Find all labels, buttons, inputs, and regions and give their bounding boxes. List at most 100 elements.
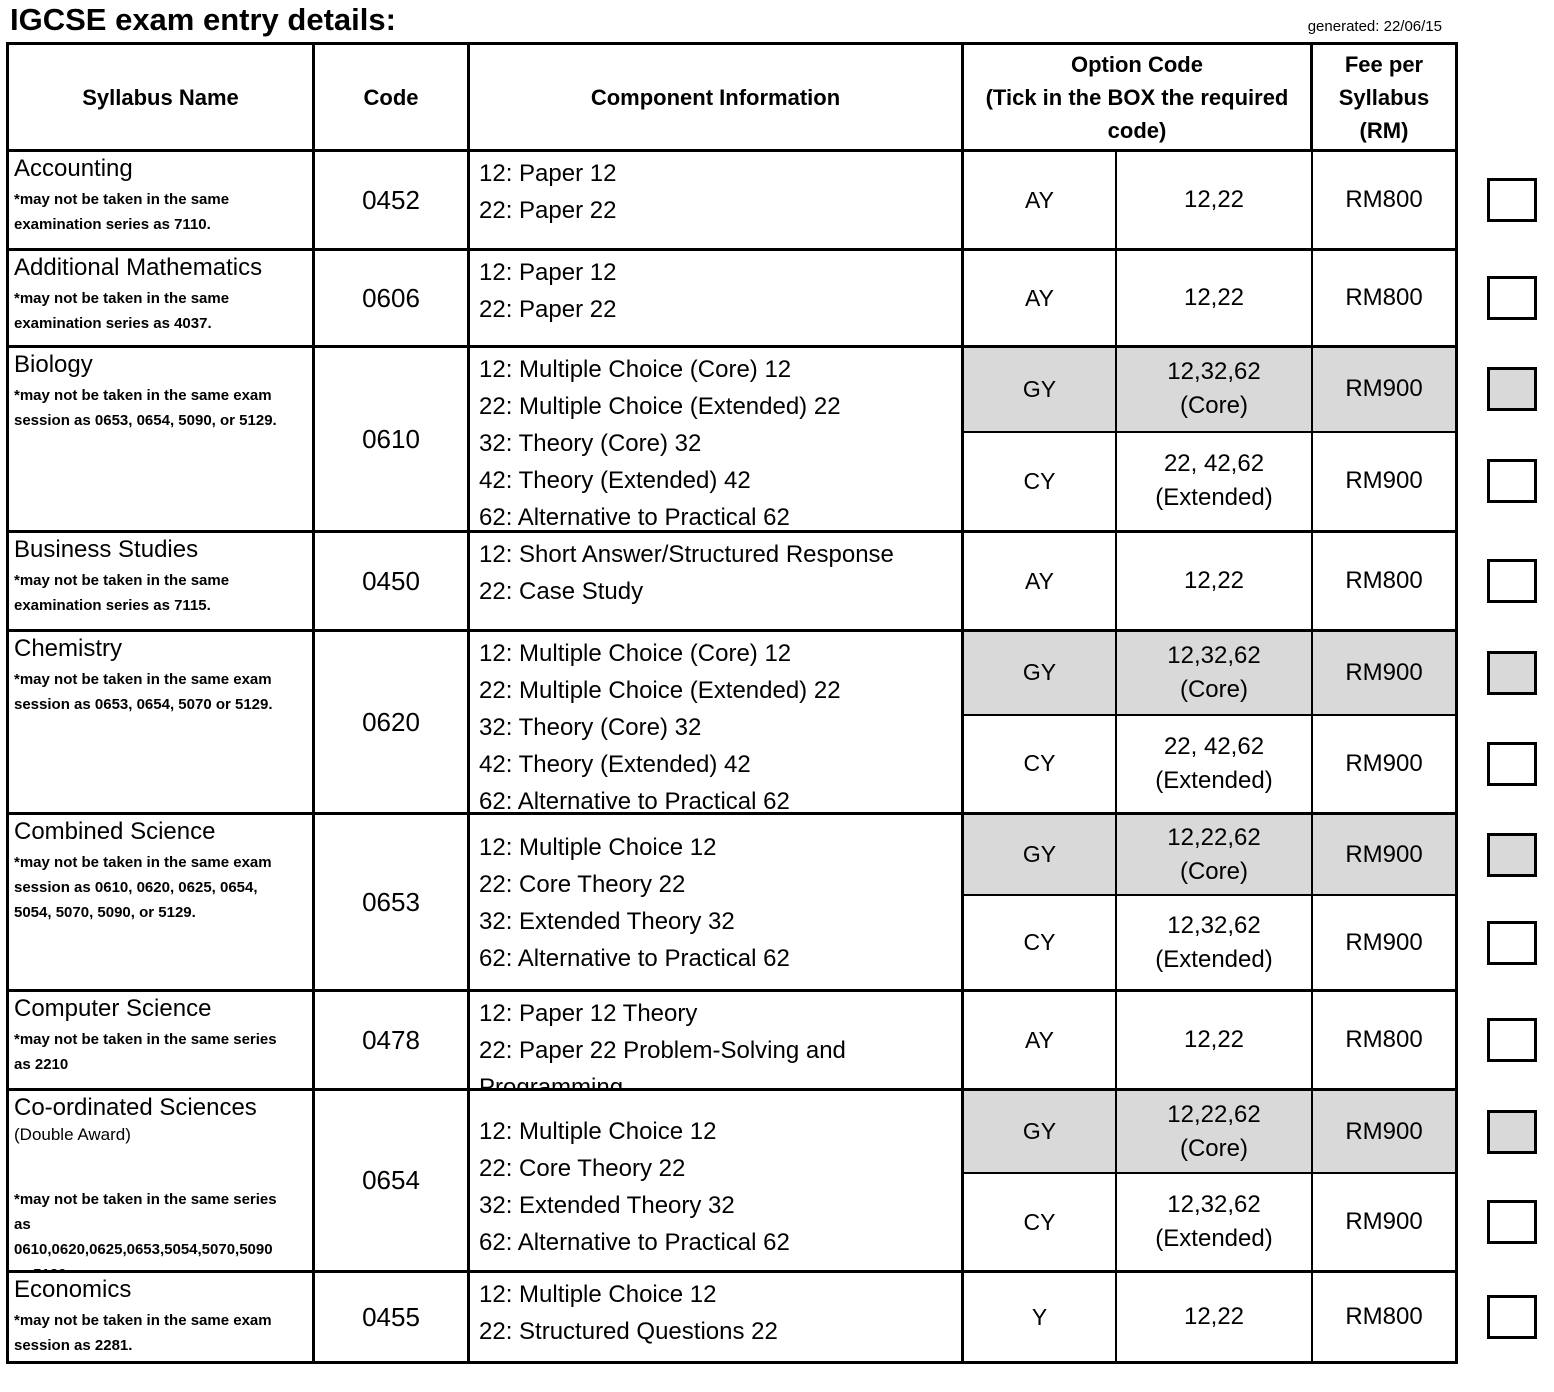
option-letter: AY <box>964 251 1117 345</box>
header-component-information: Component Information <box>470 45 964 149</box>
syllabus-cell: Computer Science *may not be taken in th… <box>9 992 315 1088</box>
row-accounting: Accounting *may not be taken in the same… <box>9 149 1537 248</box>
fee-cell: RM900 <box>1345 467 1423 495</box>
fee-cell: RM900 <box>1345 928 1423 956</box>
option-codes: 12,22 <box>1117 152 1313 248</box>
tick-checkbox-chemistry-extended[interactable] <box>1487 741 1537 786</box>
code-cell: 0455 <box>315 1273 470 1361</box>
option-codes: 12,32,62 (Extended) <box>1117 896 1313 989</box>
syllabus-note: *may not be taken in the same examinatio… <box>14 572 230 614</box>
option-letter: CY <box>964 1174 1117 1270</box>
fee-cell: RM900 <box>1313 632 1455 714</box>
component-cell: 12: Paper 12 Theory 22: Paper 22 Problem… <box>470 992 964 1088</box>
header-syllabus-name: Syllabus Name <box>9 45 315 149</box>
syllabus-note: *may not be taken in the same exam sessi… <box>14 854 272 921</box>
option-letter: CY <box>964 896 1117 989</box>
row-chemistry: Chemistry *may not be taken in the same … <box>9 629 1537 812</box>
component-cell: 12: Short Answer/Structured Response 22:… <box>470 533 964 629</box>
tick-checkbox-coordinated-sciences-core[interactable] <box>1487 1109 1537 1154</box>
syllabus-name: Accounting <box>14 155 133 182</box>
row-computer-science: Computer Science *may not be taken in th… <box>9 989 1537 1088</box>
option-codes: 22, 42,62 (Extended) <box>1117 715 1313 812</box>
component-cell: 12: Multiple Choice (Core) 12 22: Multip… <box>470 632 964 812</box>
option-codes: 12,22 <box>1117 533 1313 629</box>
option-letter: Y <box>964 1273 1117 1361</box>
syllabus-note: *may not be taken in the same series as … <box>14 1031 277 1073</box>
syllabus-name: Additional Mathematics <box>14 254 263 281</box>
code-cell: 0610 <box>315 348 470 530</box>
component-cell: 12: Multiple Choice (Core) 12 22: Multip… <box>470 348 964 530</box>
tick-checkbox-chemistry-core[interactable] <box>1487 650 1537 695</box>
option-letter: GY <box>964 1091 1117 1173</box>
syllabus-subtitle: (Double Award) <box>14 1125 131 1144</box>
tick-checkbox-biology-core[interactable] <box>1487 367 1537 412</box>
row-business-studies: Business Studies *may not be taken in th… <box>9 530 1537 629</box>
tick-checkbox-biology-extended[interactable] <box>1487 459 1537 504</box>
fee-cell: RM800 <box>1345 1303 1423 1330</box>
row-additional-mathematics: Additional Mathematics *may not be taken… <box>9 248 1537 345</box>
exam-entry-table: Syllabus Name Code Component Information… <box>6 42 1537 1364</box>
code-cell: 0620 <box>315 632 470 812</box>
syllabus-note: *may not be taken in the same examinatio… <box>14 191 230 233</box>
tick-checkbox-additional-mathematics[interactable] <box>1487 276 1537 320</box>
code-cell: 0653 <box>315 815 470 989</box>
tick-checkbox-combined-science-core[interactable] <box>1487 832 1537 877</box>
option-letter: AY <box>964 533 1117 629</box>
code-cell: 0654 <box>315 1091 470 1270</box>
syllabus-cell: Co-ordinated Sciences (Double Award) *ma… <box>9 1091 315 1270</box>
page-title: IGCSE exam entry details: <box>10 2 396 37</box>
tick-checkbox-computer-science[interactable] <box>1487 1018 1537 1062</box>
option-letter: CY <box>964 432 1117 530</box>
header-fee: Fee per Syllabus (RM) <box>1338 51 1430 143</box>
fee-cell: RM900 <box>1313 348 1455 431</box>
syllabus-name: Chemistry <box>14 635 123 662</box>
syllabus-note: *may not be taken in the same exam sessi… <box>14 1312 272 1354</box>
component-cell: 12: Multiple Choice 12 22: Core Theory 2… <box>470 1091 964 1270</box>
syllabus-cell: Accounting *may not be taken in the same… <box>9 152 315 248</box>
syllabus-name: Combined Science <box>14 818 216 845</box>
fee-cell: RM800 <box>1345 1026 1423 1053</box>
option-letter: GY <box>964 348 1117 431</box>
tick-checkbox-combined-science-extended[interactable] <box>1487 920 1537 965</box>
tick-checkbox-economics[interactable] <box>1487 1295 1537 1339</box>
syllabus-note: *may not be taken in the same examinatio… <box>14 290 230 332</box>
option-codes: 12,22 <box>1117 1273 1313 1361</box>
option-codes: 12,32,62 (Core) <box>1117 348 1313 431</box>
syllabus-cell: Business Studies *may not be taken in th… <box>9 533 315 629</box>
header-option-code: Option Code (Tick in the BOX the require… <box>964 45 1313 149</box>
fee-cell: RM800 <box>1345 186 1423 213</box>
option-codes: 12,32,62 (Core) <box>1117 632 1313 714</box>
option-letter: AY <box>964 992 1117 1088</box>
row-biology: Biology *may not be taken in the same ex… <box>9 345 1537 530</box>
tick-checkbox-accounting[interactable] <box>1487 178 1537 222</box>
syllabus-name: Economics <box>14 1276 132 1303</box>
syllabus-name: Biology <box>14 351 93 378</box>
tick-checkbox-business-studies[interactable] <box>1487 559 1537 603</box>
option-codes: 12,32,62 (Extended) <box>1117 1174 1313 1270</box>
component-cell: 12: Multiple Choice 12 22: Structured Qu… <box>470 1273 964 1361</box>
row-economics: Economics *may not be taken in the same … <box>9 1270 1537 1361</box>
component-cell: 12: Paper 12 22: Paper 22 <box>470 152 964 248</box>
syllabus-cell: Combined Science *may not be taken in th… <box>9 815 315 989</box>
option-letter: GY <box>964 632 1117 714</box>
fee-cell: RM900 <box>1345 749 1423 777</box>
tick-checkbox-coordinated-sciences-extended[interactable] <box>1487 1200 1537 1245</box>
fee-cell: RM900 <box>1313 815 1455 895</box>
syllabus-cell: Economics *may not be taken in the same … <box>9 1273 315 1361</box>
option-letter: AY <box>964 152 1117 248</box>
code-cell: 0452 <box>315 152 470 248</box>
component-cell: 12: Multiple Choice 12 22: Core Theory 2… <box>470 815 964 989</box>
syllabus-cell: Chemistry *may not be taken in the same … <box>9 632 315 812</box>
table-header-row: Syllabus Name Code Component Information… <box>9 45 1455 149</box>
option-letter: CY <box>964 715 1117 812</box>
syllabus-note: *may not be taken in the same exam sessi… <box>14 387 277 429</box>
syllabus-name: Business Studies <box>14 536 199 563</box>
code-cell: 0478 <box>315 992 470 1088</box>
fee-cell: RM800 <box>1345 567 1423 594</box>
syllabus-note: *may not be taken in the same series as … <box>14 1191 277 1270</box>
option-letter: GY <box>964 815 1117 895</box>
component-cell: 12: Paper 12 22: Paper 22 <box>470 251 964 345</box>
syllabus-note: *may not be taken in the same exam sessi… <box>14 671 273 713</box>
option-codes: 12,22 <box>1117 992 1313 1088</box>
fee-cell: RM900 <box>1313 1091 1455 1173</box>
